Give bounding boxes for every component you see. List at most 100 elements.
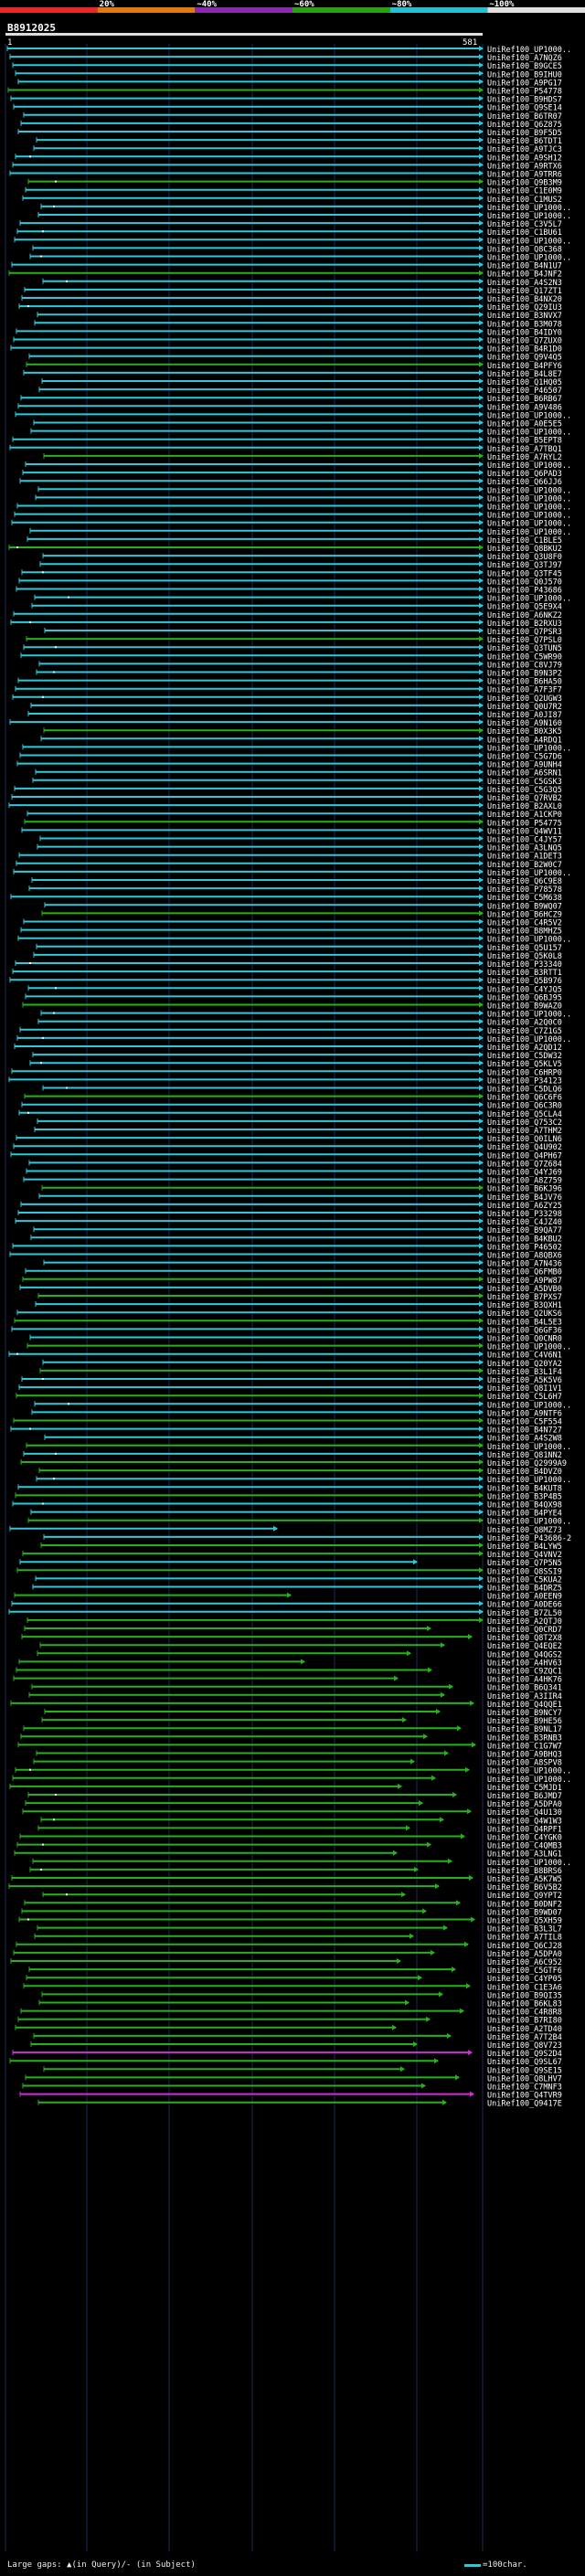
hit-row[interactable]: UniRef100_Q4EQE2 bbox=[39, 1642, 562, 1651]
hit-label[interactable]: UniRef100_C4YJQ5 bbox=[487, 985, 562, 994]
hit-label[interactable]: UniRef100_Q9SL67 bbox=[487, 2058, 562, 2067]
hit-label[interactable]: UniRef100_B4N1U7 bbox=[487, 262, 562, 271]
hit-label[interactable]: UniRef100_Q5CLA4 bbox=[487, 1110, 562, 1119]
hit-label[interactable]: UniRef100_UP1000.. bbox=[487, 744, 571, 753]
hit-label[interactable]: UniRef100_A3LNG1 bbox=[487, 1850, 562, 1860]
hit-label[interactable]: UniRef100_UP1000.. bbox=[487, 486, 571, 495]
hit-row[interactable]: UniRef100_B6Q341 bbox=[31, 1683, 562, 1693]
hit-row[interactable]: UniRef100_Q6PAD3 bbox=[22, 470, 562, 479]
hit-row[interactable]: UniRef100_Q17ZT1 bbox=[24, 286, 562, 296]
hit-label[interactable]: UniRef100_A4HK76 bbox=[487, 1676, 562, 1685]
hit-label[interactable]: UniRef100_Q0CRD7 bbox=[487, 1626, 562, 1635]
hit-row[interactable]: UniRef100_A5DVB0 bbox=[19, 1284, 562, 1294]
hit-label[interactable]: UniRef100_Q8V723 bbox=[487, 2041, 562, 2051]
hit-label[interactable]: UniRef100_B6TDT1 bbox=[487, 137, 562, 146]
hit-row[interactable]: UniRef100_C7Z1G5 bbox=[19, 1026, 562, 1036]
hit-label[interactable]: UniRef100_UP1000.. bbox=[487, 237, 571, 246]
hit-row[interactable]: UniRef100_Q2UGW3 bbox=[12, 694, 562, 704]
hit-row[interactable]: UniRef100_C9ZQC1 bbox=[16, 1667, 562, 1677]
hit-label[interactable]: UniRef100_Q7Z684 bbox=[487, 1160, 562, 1169]
hit-row[interactable]: UniRef100_C5M638 bbox=[10, 894, 562, 903]
hit-label[interactable]: UniRef100_C6HRP0 bbox=[487, 1068, 562, 1077]
hit-row[interactable]: UniRef100_Q9B3M9 bbox=[27, 178, 562, 188]
hit-label[interactable]: UniRef100_C1MUS2 bbox=[487, 196, 562, 205]
hit-row[interactable]: UniRef100_B4DVZ0 bbox=[38, 1468, 562, 1477]
hit-label[interactable]: UniRef100_Q7PSR3 bbox=[487, 628, 562, 637]
hit-row[interactable]: UniRef100_B0X3K5 bbox=[43, 727, 562, 737]
hit-row[interactable]: UniRef100_Q4VNV2 bbox=[22, 1551, 562, 1560]
hit-row[interactable]: UniRef100_B2RXU3 bbox=[10, 619, 562, 629]
hit-label[interactable]: UniRef100_Q6GF36 bbox=[487, 1326, 562, 1335]
hit-row[interactable]: UniRef100_Q4YJ69 bbox=[26, 1168, 562, 1178]
hit-row[interactable]: UniRef100_B9WD07 bbox=[21, 1908, 562, 1917]
hit-row[interactable]: UniRef100_A3LNQ5 bbox=[37, 843, 562, 853]
hit-row[interactable]: UniRef100_Q7Z684 bbox=[28, 1160, 562, 1169]
hit-label[interactable]: UniRef100_Q3TF45 bbox=[487, 569, 562, 578]
hit-label[interactable]: UniRef100_B4PFY6 bbox=[487, 362, 562, 371]
hit-row[interactable]: UniRef100_B4KUT8 bbox=[17, 1484, 562, 1493]
hit-label[interactable]: UniRef100_Q5U157 bbox=[487, 944, 562, 953]
hit-label[interactable]: UniRef100_Q1HQ05 bbox=[487, 378, 562, 387]
hit-row[interactable]: UniRef100_P46502 bbox=[12, 1243, 562, 1252]
hit-label[interactable]: UniRef100_B9HE56 bbox=[487, 1717, 562, 1726]
hit-row[interactable]: UniRef100_UP1000.. bbox=[22, 744, 571, 753]
hit-label[interactable]: UniRef100_Q7RVB2 bbox=[487, 794, 562, 803]
hit-row[interactable]: UniRef100_UP1000.. bbox=[27, 1342, 571, 1352]
hit-label[interactable]: UniRef100_A9BHQ3 bbox=[487, 1751, 562, 1760]
hit-row[interactable]: UniRef100_B3M078 bbox=[34, 320, 562, 329]
hit-row[interactable]: UniRef100_A5K5V6 bbox=[21, 1376, 562, 1385]
hit-row[interactable]: UniRef100_UP1000.. bbox=[40, 1010, 571, 1020]
hit-row[interactable]: UniRef100_A9PG17 bbox=[17, 79, 562, 88]
hit-row[interactable]: UniRef100_C4YGK0 bbox=[19, 1833, 562, 1843]
hit-row[interactable]: UniRef100_P33340 bbox=[15, 960, 562, 970]
hit-label[interactable]: UniRef100_B6KJ96 bbox=[487, 1185, 562, 1194]
hit-label[interactable]: UniRef100_A2Q0C0 bbox=[487, 1019, 562, 1028]
hit-row[interactable]: UniRef100_B6TDT1 bbox=[36, 137, 562, 146]
hit-row[interactable]: UniRef100_Q5CLA4 bbox=[18, 1109, 562, 1119]
hit-row[interactable]: UniRef100_P33298 bbox=[17, 1210, 562, 1219]
hit-row[interactable]: UniRef100_C5DW32 bbox=[32, 1052, 562, 1061]
hit-row[interactable]: UniRef100_C1E0M9 bbox=[25, 186, 562, 196]
hit-row[interactable]: UniRef100_A0JI87 bbox=[27, 711, 562, 720]
hit-row[interactable]: UniRef100_B9WAZ0 bbox=[22, 1002, 562, 1012]
hit-row[interactable]: UniRef100_P43686 bbox=[16, 586, 562, 596]
hit-row[interactable]: UniRef100_C4YP05 bbox=[26, 1975, 562, 1984]
hit-row[interactable]: UniRef100_B9GCE5 bbox=[12, 62, 562, 71]
hit-label[interactable]: UniRef100_Q0J570 bbox=[487, 578, 562, 587]
hit-label[interactable]: UniRef100_A5K7W5 bbox=[487, 1875, 562, 1884]
hit-label[interactable]: UniRef100_A8SPV8 bbox=[487, 1759, 562, 1768]
hit-row[interactable]: UniRef100_A9BHQ3 bbox=[36, 1750, 562, 1760]
hit-label[interactable]: UniRef100_P54778 bbox=[487, 88, 562, 97]
hit-label[interactable]: UniRef100_A6SRN1 bbox=[487, 769, 562, 779]
hit-row[interactable]: UniRef100_A7N436 bbox=[43, 1259, 562, 1269]
hit-label[interactable]: UniRef100_B7ZL50 bbox=[487, 1609, 562, 1618]
hit-row[interactable]: UniRef100_B4IDY0 bbox=[16, 328, 562, 337]
hit-label[interactable]: UniRef100_B9WQ07 bbox=[487, 902, 562, 911]
hit-label[interactable]: UniRef100_B6KL83 bbox=[487, 2000, 562, 2009]
hit-row[interactable]: UniRef100_Q6GF36 bbox=[11, 1326, 562, 1335]
hit-label[interactable]: UniRef100_A9TRR6 bbox=[487, 171, 562, 180]
hit-label[interactable]: UniRef100_Q3U8F0 bbox=[487, 553, 562, 562]
hit-row[interactable]: UniRef100_UP1000.. bbox=[32, 1858, 571, 1868]
hit-label[interactable]: UniRef100_Q20YA2 bbox=[487, 1360, 562, 1369]
hit-label[interactable]: UniRef100_Q3TJ97 bbox=[487, 561, 562, 570]
hit-label[interactable]: UniRef100_C5F554 bbox=[487, 1418, 562, 1427]
hit-row[interactable]: UniRef100_B4KBU2 bbox=[30, 1235, 562, 1244]
hit-label[interactable]: UniRef100_A7T2B4 bbox=[487, 2033, 562, 2042]
hit-row[interactable]: UniRef100_Q9SL67 bbox=[9, 2058, 562, 2067]
hit-label[interactable]: UniRef100_UP1000.. bbox=[487, 494, 571, 504]
hit-row[interactable]: UniRef100_B4PYE4 bbox=[30, 1509, 562, 1519]
hit-row[interactable]: UniRef100_B9N3P2 bbox=[36, 669, 562, 679]
hit-label[interactable]: UniRef100_Q6BJ95 bbox=[487, 993, 562, 1002]
hit-label[interactable]: UniRef100_A0E5E5 bbox=[487, 420, 562, 429]
hit-label[interactable]: UniRef100_C5L6H7 bbox=[487, 1393, 562, 1402]
hit-row[interactable]: UniRef100_A7TBQ1 bbox=[9, 444, 562, 454]
hit-row[interactable]: UniRef100_B9F5D5 bbox=[17, 129, 562, 138]
hit-row[interactable]: UniRef100_P43686-2 bbox=[43, 1533, 571, 1543]
hit-label[interactable]: UniRef100_A0JI87 bbox=[487, 711, 562, 720]
hit-label[interactable]: UniRef100_B3RNB3 bbox=[487, 1733, 562, 1743]
hit-label[interactable]: UniRef100_A5DVB0 bbox=[487, 1285, 562, 1294]
hit-label[interactable]: UniRef100_UP1000.. bbox=[487, 1401, 571, 1410]
hit-row[interactable]: UniRef100_UP1000.. bbox=[12, 1775, 571, 1785]
hit-label[interactable]: UniRef100_P46502 bbox=[487, 1243, 562, 1252]
